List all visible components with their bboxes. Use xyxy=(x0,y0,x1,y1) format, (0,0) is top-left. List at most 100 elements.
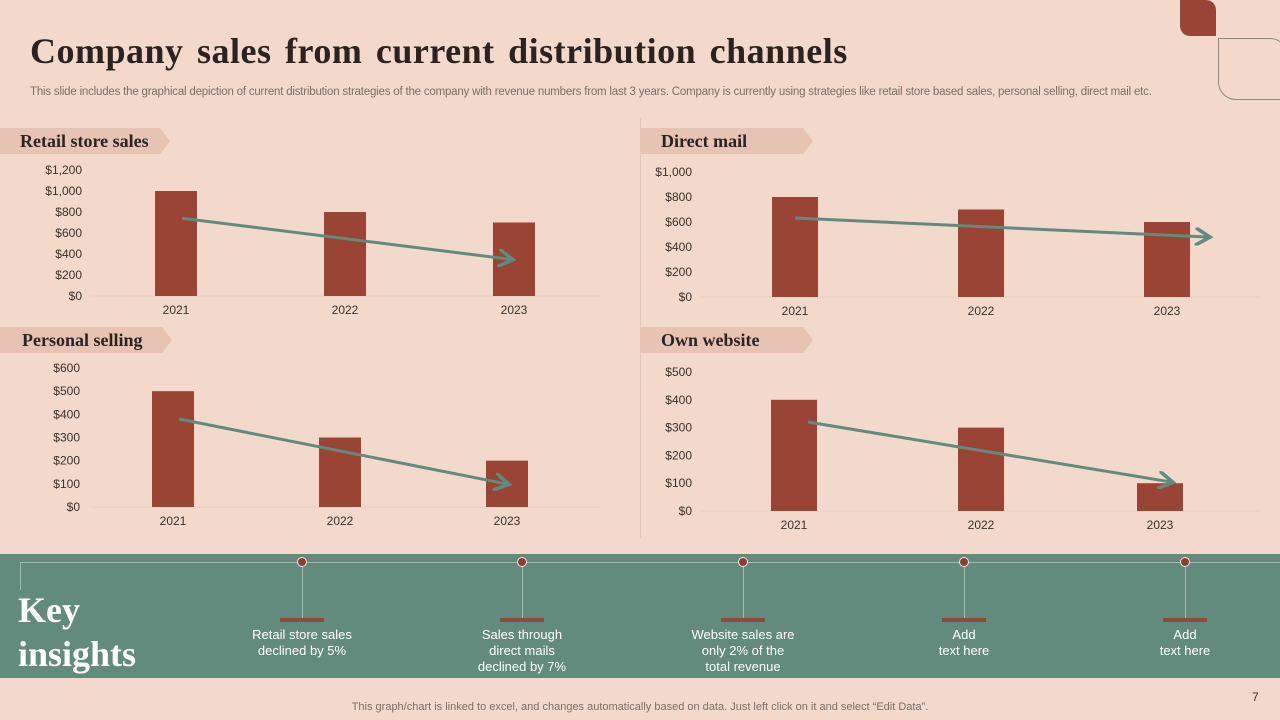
y-tick-label: $0 xyxy=(679,504,693,518)
chart-label-own-website: Own website xyxy=(641,327,760,353)
chart-title: Direct mail xyxy=(661,131,748,151)
chart-title: Personal selling xyxy=(22,330,143,350)
y-tick-label: $300 xyxy=(53,431,80,445)
bar-2021[interactable] xyxy=(155,191,197,296)
x-tick-label: 2022 xyxy=(327,514,354,528)
footnote: This graph/chart is linked to excel, and… xyxy=(351,701,929,713)
y-tick-label: $600 xyxy=(665,215,692,229)
personal-selling-chart[interactable]: $0 $100 $200 $300 $400 $500 $600 2021 2022 2023 xyxy=(0,358,640,533)
y-tick-label: $0 xyxy=(67,500,81,514)
page-subtitle: This slide includes the graphical depict… xyxy=(30,86,1152,98)
insight-text-line: direct mails xyxy=(489,643,555,658)
timeline-start-line xyxy=(20,562,21,590)
chart-title: Own website xyxy=(661,330,760,350)
key-insights-band: Key insights Retail store sales declined … xyxy=(0,554,1280,678)
y-tick-label: $400 xyxy=(665,393,692,407)
y-tick-label: $500 xyxy=(665,365,692,379)
insight-text-line: Add xyxy=(952,627,976,642)
insight-text[interactable]: Add text here xyxy=(884,627,1044,659)
bar-2022[interactable] xyxy=(324,212,366,296)
bar-2022[interactable] xyxy=(958,427,1004,511)
bar-2023[interactable] xyxy=(486,460,528,507)
retail-store-sales-chart[interactable]: $0 $200 $400 $600 $800 $1,000 $1,200 2021 2022 20… xyxy=(0,160,640,320)
x-tick-label: 2023 xyxy=(1147,518,1174,532)
trend-arrow xyxy=(807,420,1170,482)
x-tick-label: 2023 xyxy=(1154,304,1181,318)
decorative-red-shape xyxy=(1180,0,1216,36)
x-tick-label: 2022 xyxy=(332,303,359,317)
insight-text-line: declined by 5% xyxy=(257,643,347,658)
y-tick-label: $1,200 xyxy=(45,163,82,177)
trend-arrow xyxy=(794,216,1207,237)
y-tick-label: $400 xyxy=(53,407,80,421)
key-insights-title-line1: Key xyxy=(18,590,80,630)
x-tick-label: 2021 xyxy=(160,514,187,528)
timeline-dot-icon xyxy=(959,557,969,567)
y-tick-label: $1,000 xyxy=(45,184,82,198)
timeline-stem xyxy=(522,567,523,619)
timeline-line xyxy=(20,562,1280,563)
timeline-dot-icon xyxy=(1180,557,1190,567)
insight-text-line: Add xyxy=(1173,627,1197,642)
chart-label-personal-selling: Personal selling xyxy=(0,327,143,353)
y-tick-label: $100 xyxy=(53,477,80,491)
x-tick-label: 2022 xyxy=(968,304,995,318)
insight-underline xyxy=(1163,618,1207,622)
insight-text-line: only 2% of the xyxy=(701,643,785,658)
bar-2021[interactable] xyxy=(152,391,194,507)
insight-text-line: total revenue xyxy=(705,659,781,674)
y-tick-label: $0 xyxy=(69,289,83,303)
panel-divider xyxy=(640,118,641,538)
insight-text-line: declined by 7% xyxy=(477,659,567,674)
timeline-stem xyxy=(964,567,965,619)
insight-text[interactable]: Retail store sales declined by 5% xyxy=(222,627,382,659)
bar-2022[interactable] xyxy=(958,209,1004,298)
chart-title: Retail store sales xyxy=(20,131,149,151)
timeline-stem xyxy=(743,567,744,619)
insight-text-line: Website sales are xyxy=(691,627,795,642)
insight-underline xyxy=(280,618,324,622)
insight-text-line: text here xyxy=(1159,643,1211,658)
timeline-stem xyxy=(1185,567,1186,619)
y-tick-label: $200 xyxy=(53,454,80,468)
insight-text[interactable]: Website sales are only 2% of the total rev… xyxy=(663,627,823,675)
insight-underline xyxy=(500,618,544,622)
x-tick-label: 2023 xyxy=(501,303,528,317)
y-tick-label: $400 xyxy=(55,247,82,261)
x-tick-label: 2022 xyxy=(968,518,995,532)
y-tick-label: $800 xyxy=(665,190,692,204)
timeline-dot-icon xyxy=(738,557,748,567)
y-tick-label: $200 xyxy=(665,448,692,462)
direct-mail-chart[interactable]: $0 $200 $400 $600 $800 $1,000 2021 2022 2023 xyxy=(641,160,1280,320)
trend-arrow xyxy=(178,417,506,484)
own-website-chart[interactable]: $0 $100 $200 $300 $400 $500 2021 2022 2023 xyxy=(641,358,1280,538)
x-tick-label: 2023 xyxy=(494,514,521,528)
y-tick-label: $200 xyxy=(55,268,82,282)
y-tick-label: $300 xyxy=(665,421,692,435)
bar-2021[interactable] xyxy=(771,399,817,511)
decorative-outline-shape xyxy=(1218,38,1280,100)
timeline-dot-icon xyxy=(517,557,527,567)
timeline-dot-icon xyxy=(297,557,307,567)
page-title: Company sales from current distribution … xyxy=(30,31,848,71)
x-tick-label: 2021 xyxy=(782,304,809,318)
y-tick-label: $600 xyxy=(53,361,80,375)
y-tick-label: $0 xyxy=(679,290,693,304)
key-insights-title: Key insights xyxy=(18,588,136,676)
y-tick-label: $600 xyxy=(55,226,82,240)
chart-label-retail: Retail store sales xyxy=(0,128,149,154)
bar-2021[interactable] xyxy=(772,197,818,297)
insight-text[interactable]: Sales through direct mails declined by 7% xyxy=(442,627,602,675)
bar-2023[interactable] xyxy=(1137,483,1183,511)
insight-text-line: Retail store sales xyxy=(252,627,352,642)
x-tick-label: 2021 xyxy=(163,303,190,317)
key-insights-title-line2: insights xyxy=(18,634,137,674)
chart-label-direct-mail: Direct mail xyxy=(641,128,747,154)
y-tick-label: $100 xyxy=(665,476,692,490)
insight-text[interactable]: Add text here xyxy=(1105,627,1265,659)
insight-text-line: Sales through xyxy=(481,627,563,642)
y-tick-label: $400 xyxy=(665,240,692,254)
timeline-stem xyxy=(302,567,303,619)
page-number: 7 xyxy=(1252,690,1259,704)
y-tick-label: $1,000 xyxy=(655,165,692,179)
